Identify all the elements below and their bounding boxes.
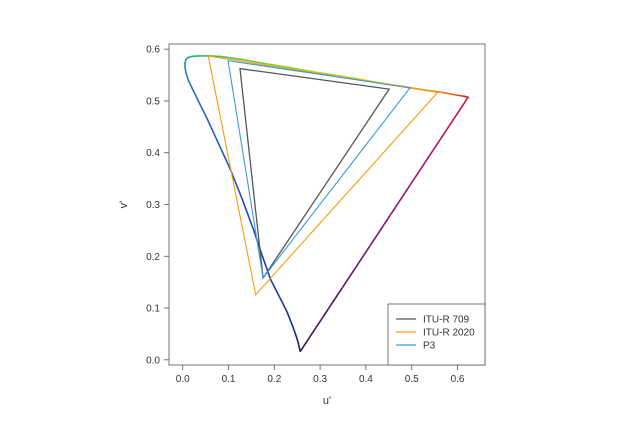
purple-line-segment: [453, 107, 462, 119]
spectral-locus-segment: [269, 278, 283, 302]
spectral-locus-segment: [205, 115, 218, 141]
spectral-locus-segment: [216, 138, 231, 170]
x-tick-label: 0.6: [451, 374, 465, 385]
legend: ITU-R 709 ITU-R 2020 P3: [387, 303, 486, 366]
spectral-locus-segment: [456, 94, 466, 98]
y-tick-label: 0.3: [146, 200, 160, 211]
spectral-locus-segment: [310, 70, 335, 76]
purple-line-segment: [348, 266, 357, 278]
spectral-locus-segment: [219, 55, 244, 61]
purple-line-segment: [362, 245, 371, 257]
spectral-locus-segment: [187, 79, 193, 89]
gamut-triangles: [207, 55, 439, 296]
purple-line-segment: [439, 128, 448, 141]
purple-line-segment: [299, 340, 309, 352]
spectral-locus-segment: [191, 87, 200, 102]
gamut-itu-r-2020: [207, 55, 439, 296]
spectral-locus-segment: [241, 198, 255, 232]
purple-line-segment: [390, 202, 399, 215]
purple-line-segment: [355, 255, 364, 268]
purple-line-segment: [341, 276, 350, 289]
spectral-locus-segment: [280, 299, 288, 313]
legend-label: ITU-R 2020: [423, 328, 475, 339]
spectral-locus-segment: [291, 325, 298, 338]
purple-line-segment: [369, 234, 378, 246]
x-tick-label: 0.1: [222, 374, 236, 385]
y-axis: 0.0 0.1 0.2 0.3 0.4 0.5 0.6: [146, 45, 169, 366]
gamut-p3: [227, 60, 412, 280]
spectral-locus-segment: [287, 66, 312, 73]
x-tick-label: 0.3: [313, 374, 327, 385]
spectral-locus: [184, 55, 469, 353]
x-axis: 0.0 0.1 0.2 0.3 0.4 0.5 0.6: [176, 365, 465, 385]
purple-line-segment: [306, 329, 315, 342]
spectral-locus-segment: [197, 100, 207, 118]
x-tick-label: 0.5: [405, 374, 419, 385]
purple-line-segment: [425, 149, 434, 162]
purple-line-segment: [446, 118, 455, 130]
purple-line-segment: [397, 192, 406, 204]
purple-line-segment: [376, 223, 385, 236]
x-axis-title: u': [323, 395, 331, 407]
purple-line-segment: [383, 213, 392, 225]
purple-line-segment: [334, 287, 343, 299]
spectral-locus-segment: [442, 91, 459, 97]
x-tick-label: 0.0: [176, 374, 190, 385]
spectral-locus-segment: [252, 229, 264, 258]
x-tick-label: 0.4: [359, 374, 373, 385]
y-tick-label: 0.6: [146, 45, 160, 56]
spectral-locus-segment: [241, 58, 266, 65]
spectral-locus-segment: [185, 71, 190, 82]
spectral-locus-segment: [184, 66, 187, 74]
purple-line-segment: [313, 319, 322, 331]
y-tick-label: 0.4: [146, 148, 160, 159]
legend-box: [387, 303, 486, 366]
spectral-locus-segment: [295, 335, 300, 345]
y-tick-label: 0.2: [146, 252, 160, 263]
spectral-locus-segment: [286, 311, 294, 327]
purple-line-segment: [404, 181, 413, 194]
spectral-locus-segment: [191, 55, 200, 58]
purple-line-segment: [432, 139, 441, 151]
purple-line-segment: [460, 96, 469, 109]
purple-line-segment: [418, 160, 427, 172]
purple-line-segment: [411, 170, 420, 183]
legend-label: ITU-R 709: [423, 315, 470, 326]
spectral-locus-segment: [264, 62, 289, 69]
y-tick-label: 0.5: [146, 96, 160, 107]
spectral-locus-segment: [333, 74, 358, 80]
y-tick-label: 0.1: [146, 304, 160, 315]
purple-line-segment: [327, 297, 336, 310]
x-tick-label: 0.2: [267, 374, 281, 385]
gamut-itu-r-709: [239, 67, 391, 280]
spectral-locus-segment: [261, 255, 272, 281]
legend-label: P3: [423, 341, 436, 352]
y-axis-title: v': [118, 201, 130, 209]
purple-line-segment: [320, 308, 329, 320]
y-tick-label: 0.0: [146, 355, 160, 366]
